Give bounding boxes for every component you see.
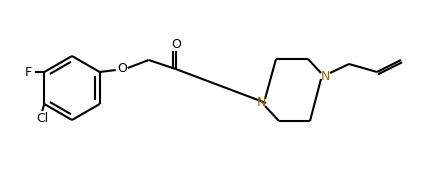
Text: N: N bbox=[256, 96, 266, 109]
Text: N: N bbox=[320, 70, 330, 83]
Text: O: O bbox=[117, 62, 127, 76]
Text: O: O bbox=[171, 39, 181, 52]
Text: F: F bbox=[25, 65, 32, 78]
Text: Cl: Cl bbox=[36, 112, 48, 124]
